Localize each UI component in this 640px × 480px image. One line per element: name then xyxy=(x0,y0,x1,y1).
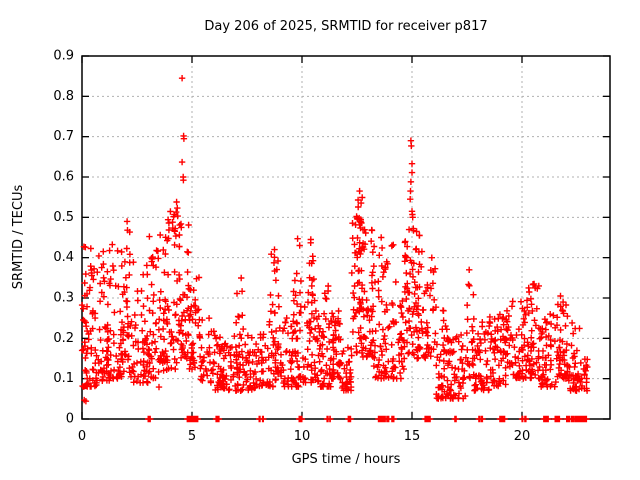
axis-ticks xyxy=(81,55,610,420)
y-tick-label-0.5: 0.5 xyxy=(53,210,74,225)
y-tick-label-0.1: 0.1 xyxy=(53,371,74,386)
x-tick-label-15: 15 xyxy=(404,429,421,444)
y-axis-title: SRMTID / TECUs xyxy=(11,185,26,290)
y-tick-label-0: 0 xyxy=(66,412,74,427)
x-tick-label-10: 10 xyxy=(294,429,311,444)
y-tick-label-0.8: 0.8 xyxy=(53,89,74,104)
tick-labels: 0 5 10 15 20 0 0.1 0.2 0.3 0.4 0.5 0.6 0.7 0.8 0.9 xyxy=(53,49,530,445)
x-axis-title: GPS time / hours xyxy=(292,452,401,467)
y-tick-label-0.6: 0.6 xyxy=(53,170,74,185)
y-tick-label-0.9: 0.9 xyxy=(53,49,74,64)
y-tick-label-0.3: 0.3 xyxy=(53,291,74,306)
chart-title: Day 206 of 2025, SRMTID for receiver p81… xyxy=(204,19,487,34)
scatter-points xyxy=(78,75,591,423)
y-tick-label-0.7: 0.7 xyxy=(53,129,74,144)
y-tick-label-0.2: 0.2 xyxy=(53,331,74,346)
y-tick-label-0.4: 0.4 xyxy=(53,250,74,265)
x-tick-label-20: 20 xyxy=(514,429,531,444)
x-tick-label-5: 5 xyxy=(188,429,196,444)
x-tick-label-0: 0 xyxy=(78,429,86,444)
